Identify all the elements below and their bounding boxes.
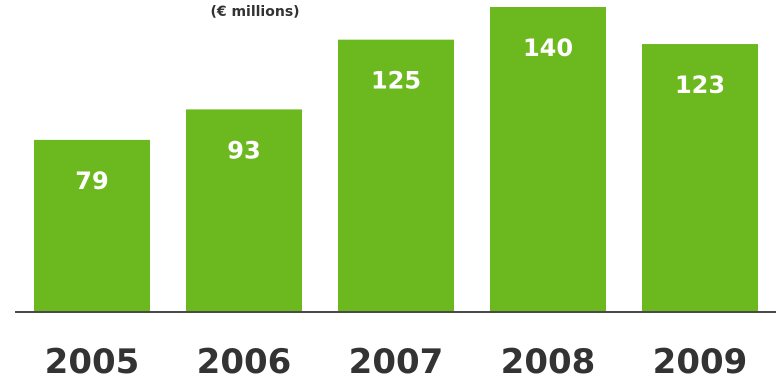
bar-2005	[34, 139, 150, 312]
bar-value-label-2009: 123	[675, 71, 725, 99]
x-tick-label-2005: 2005	[45, 342, 140, 382]
bar-value-label-2007: 125	[371, 67, 421, 95]
x-tick-label-2007: 2007	[349, 342, 444, 382]
x-axis-ticks-group: 2005 2006 2007 2008 2009	[45, 342, 748, 382]
chart-unit-subtitle: (€ millions)	[210, 4, 299, 20]
x-tick-label-2006: 2006	[197, 342, 292, 382]
bar-value-label-2006: 93	[227, 136, 260, 164]
bar-2006	[186, 109, 302, 313]
bar-2008	[490, 7, 606, 312]
bar-2009	[642, 44, 758, 313]
bar-value-label-2008: 140	[523, 34, 573, 62]
bar-2007	[338, 39, 454, 313]
x-tick-label-2008: 2008	[501, 342, 596, 382]
x-tick-label-2009: 2009	[653, 342, 748, 382]
bar-value-label-2005: 79	[75, 167, 108, 195]
bars-group: 79 93 125 140 123	[34, 7, 758, 313]
